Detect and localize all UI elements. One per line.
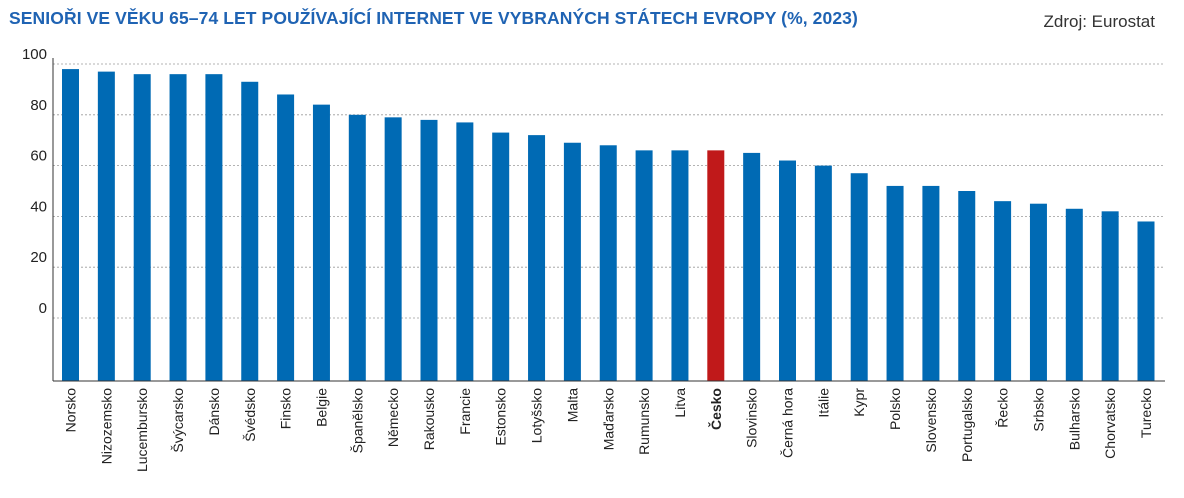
source-label: Zdroj: Eurostat (1043, 12, 1156, 31)
category-label: Černá hora (780, 388, 796, 458)
bar-18 (707, 150, 725, 381)
category-label: Rakousko (421, 388, 437, 450)
category-label: Finsko (278, 388, 294, 429)
category-label: Belgie (313, 388, 329, 427)
x-tick-labels: Norsko Nizozemsko Lucembursko Švýcarsko Dáns… (63, 388, 1155, 472)
category-label: Norsko (63, 388, 79, 433)
category-label: Polsko (887, 388, 903, 430)
category-label: Švýcarsko (170, 388, 186, 453)
category-label: Česko (707, 388, 724, 430)
category-label: Turecko (1138, 388, 1154, 438)
bar-24 (922, 185, 940, 381)
bar-29 (1101, 211, 1119, 381)
category-label: Chorvatsko (1102, 388, 1118, 459)
bar-22 (850, 173, 868, 381)
bar-30 (1137, 221, 1155, 381)
bar-8 (348, 114, 366, 382)
bar-5 (241, 81, 259, 381)
category-label: Nizozemsko (98, 388, 114, 464)
bar-16 (635, 150, 653, 381)
category-label: Srbsko (1030, 388, 1046, 432)
y-tick-label: 0 (39, 300, 47, 317)
bar-26 (994, 201, 1012, 381)
y-tick-label: 80 (30, 97, 47, 114)
y-tick-label: 60 (30, 148, 47, 165)
bar-10 (420, 119, 438, 381)
y-tick-label: 40 (30, 198, 47, 215)
bar-14 (563, 142, 581, 381)
category-label: Bulharsko (1066, 388, 1082, 450)
bar-19 (743, 152, 761, 381)
category-label: Lotyšsko (529, 388, 545, 443)
category-label: Švédsko (242, 388, 258, 442)
category-label: Litva (672, 388, 688, 418)
bar-1 (97, 71, 115, 382)
bar-28 (1065, 208, 1083, 381)
y-tick-labels: 0 20 40 60 80 100 (22, 46, 47, 317)
category-label: Malta (564, 388, 580, 422)
bar-9 (384, 117, 402, 381)
bar-25 (958, 191, 976, 381)
y-tick-label: 20 (30, 249, 47, 266)
bar-2 (133, 74, 151, 381)
category-label: Slovinsko (744, 388, 760, 448)
bar-17 (671, 150, 689, 381)
category-label: Německo (385, 388, 401, 447)
category-label: Portugalsko (959, 388, 975, 462)
bar-7 (312, 104, 330, 381)
bar-15 (599, 145, 617, 381)
category-label: Dánsko (206, 388, 222, 436)
bar-0 (62, 69, 79, 381)
category-label: Kypr (851, 388, 867, 417)
category-label: Slovensko (923, 388, 939, 453)
category-label: Estonsko (493, 388, 509, 446)
bar-20 (779, 160, 796, 381)
bar-23 (886, 185, 904, 381)
bar-11 (456, 122, 474, 382)
bar-3 (169, 74, 187, 381)
bar-21 (814, 165, 832, 381)
category-label: Rumunsko (636, 388, 652, 455)
bar-12 (492, 132, 510, 381)
category-label: Řecko (995, 388, 1011, 428)
bar-13 (528, 135, 546, 381)
bar-27 (1029, 203, 1047, 381)
bar-6 (277, 94, 295, 381)
bars (62, 69, 1155, 382)
axes (52, 58, 1165, 382)
category-label: Francie (457, 388, 473, 435)
category-label: Itálie (815, 388, 831, 418)
category-label: Španělsko (349, 388, 365, 454)
bar-4 (205, 74, 223, 381)
chart-title: SENIOŘI VE VĚKU 65–74 LET POUŽÍVAJÍCÍ IN… (9, 8, 858, 28)
category-label: Maďarsko (600, 388, 616, 451)
y-tick-label: 100 (22, 46, 47, 63)
category-label: Lucembursko (134, 388, 150, 472)
